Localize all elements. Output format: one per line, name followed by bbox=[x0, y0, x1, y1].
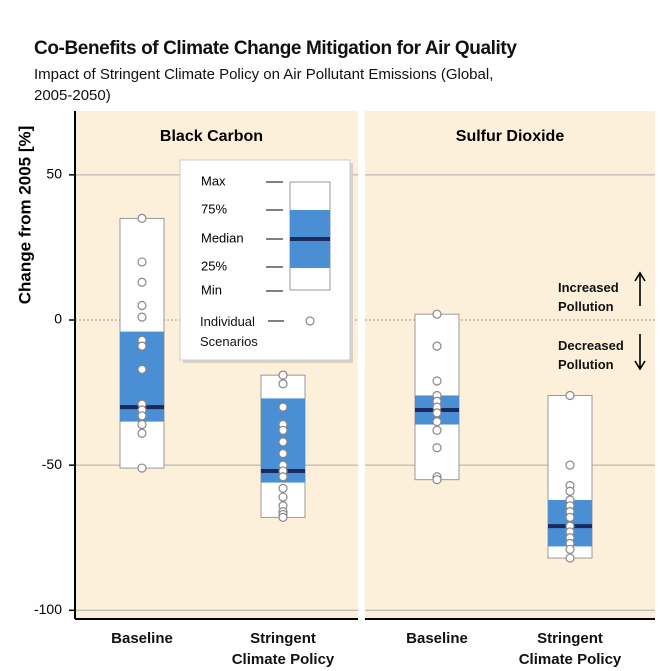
legend-label: 75% bbox=[201, 201, 227, 216]
scenario-point bbox=[565, 460, 575, 470]
panel-background bbox=[365, 111, 655, 619]
scenario-point bbox=[278, 472, 288, 482]
scenario-point bbox=[278, 370, 288, 380]
chart-subtitle: Impact of Stringent Climate Policy on Ai… bbox=[34, 66, 494, 104]
y-tick-label: -50 bbox=[42, 456, 62, 472]
scenario-point bbox=[432, 376, 442, 386]
legend-point bbox=[305, 316, 315, 326]
scenario-point bbox=[432, 425, 442, 435]
x-tick-label: Stringent Climate Policy bbox=[518, 630, 622, 668]
scenario-point bbox=[137, 257, 147, 267]
scenario-point bbox=[137, 300, 147, 311]
scenario-point bbox=[565, 512, 575, 523]
x-tick-label: Baseline bbox=[406, 630, 468, 647]
scenario-point bbox=[565, 390, 575, 401]
scenario-point bbox=[278, 402, 288, 412]
scenario-point bbox=[432, 475, 442, 485]
x-tick-label: Baseline bbox=[111, 630, 173, 647]
legend-label: Median bbox=[201, 230, 244, 245]
arrow bbox=[634, 271, 646, 306]
scenario-point bbox=[137, 419, 147, 430]
panel-title: Sulfur Dioxide bbox=[456, 128, 565, 145]
annotation: Increased Pollution bbox=[558, 280, 619, 314]
scenario-point bbox=[278, 425, 288, 435]
scenario-point bbox=[278, 437, 288, 447]
y-tick-label: 50 bbox=[46, 166, 62, 182]
y-tick-label: 0 bbox=[54, 311, 62, 327]
legend-label: Max bbox=[201, 173, 226, 188]
scenario-point bbox=[432, 341, 442, 351]
scenario-point bbox=[432, 443, 442, 453]
scenario-point bbox=[432, 309, 442, 319]
scenario-point bbox=[137, 428, 147, 438]
scenario-point bbox=[137, 411, 147, 421]
scenario-point bbox=[278, 512, 288, 523]
y-tick-label: -100 bbox=[34, 601, 62, 617]
scenario-point bbox=[137, 312, 147, 322]
scenario-point bbox=[278, 492, 288, 502]
y-axis-label: Change from 2005 [%] bbox=[15, 126, 34, 305]
chart-title: Co-Benefits of Climate Change Mitigation… bbox=[34, 38, 517, 59]
panel-title: Black Carbon bbox=[160, 128, 263, 145]
scenario-point bbox=[565, 544, 575, 554]
scenario-point bbox=[137, 463, 147, 473]
scenario-point bbox=[137, 341, 147, 351]
scenario-point bbox=[565, 553, 575, 563]
scenario-point bbox=[137, 277, 147, 287]
scenario-point bbox=[565, 486, 575, 496]
scenario-point bbox=[137, 364, 147, 374]
x-tick-label: Stringent Climate Policy bbox=[231, 630, 335, 668]
legend-label: 25% bbox=[201, 258, 227, 273]
scenario-point bbox=[278, 379, 288, 389]
scenario-point bbox=[278, 483, 288, 493]
scenario-point bbox=[278, 448, 288, 459]
legend-scenarios: Individual Scenarios bbox=[200, 314, 258, 349]
legend-label: Min bbox=[201, 282, 222, 297]
scenario-point bbox=[432, 417, 442, 427]
annotation: Decreased Pollution bbox=[558, 338, 624, 372]
scenario-point bbox=[137, 213, 147, 224]
arrow bbox=[634, 334, 646, 371]
scenario-point bbox=[432, 408, 442, 418]
